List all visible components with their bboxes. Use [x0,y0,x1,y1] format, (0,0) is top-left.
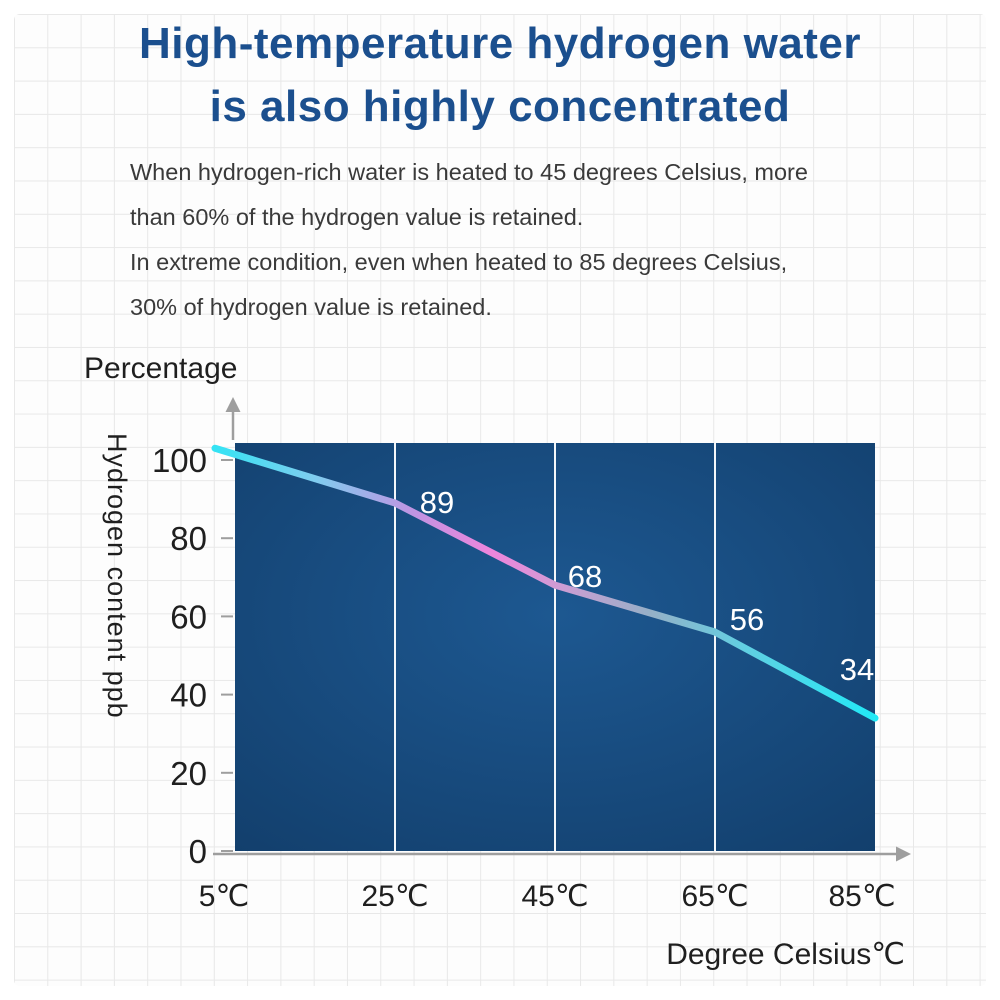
series-line [211,444,879,722]
description-line: 30% of hydrogen value is retained. [130,294,492,320]
x-tick-label: 85℃ [828,880,895,913]
y-tick-label: 40 [170,677,207,714]
y-tick-label: 100 [152,442,207,479]
title-line-2: is also highly concentrated [209,82,791,131]
x-tick-label: 65℃ [681,880,748,913]
y-tick-label: 80 [170,520,207,557]
description-line: than 60% of the hydrogen value is retain… [130,204,584,230]
x-axis-arrow-icon [896,846,911,862]
x-tick-label: 45℃ [521,880,588,913]
x-axis-title: Degree Celsius℃ [666,938,905,971]
y-axis-label: Hydrogen content ppb [102,433,132,719]
description: When hydrogen-rich water is heated to 45… [130,150,890,330]
page-title: High-temperature hydrogen water is also h… [0,12,1000,138]
point-label: 89 [420,485,454,520]
y-axis-arrow-icon [225,397,241,412]
x-tick-label: 5℃ [199,880,249,913]
line-chart: 0 20 40 60 80 100 5℃ 25℃ 45℃ 65℃ 85℃ 89 68 56 34 Degree… [152,397,911,971]
title-line-1: High-temperature hydrogen water [138,19,862,68]
description-line: When hydrogen-rich water is heated to 45… [130,159,808,185]
description-line: In extreme condition, even when heated t… [130,249,788,275]
y-tick-label: 60 [170,598,207,635]
y-tick-label: 0 [189,833,207,870]
y-tick-label: 20 [170,755,207,792]
point-label: 34 [840,652,874,687]
y-axis-title: Percentage [84,352,238,385]
point-label: 56 [730,602,764,637]
point-label: 68 [568,559,602,594]
x-tick-label: 25℃ [361,880,428,913]
